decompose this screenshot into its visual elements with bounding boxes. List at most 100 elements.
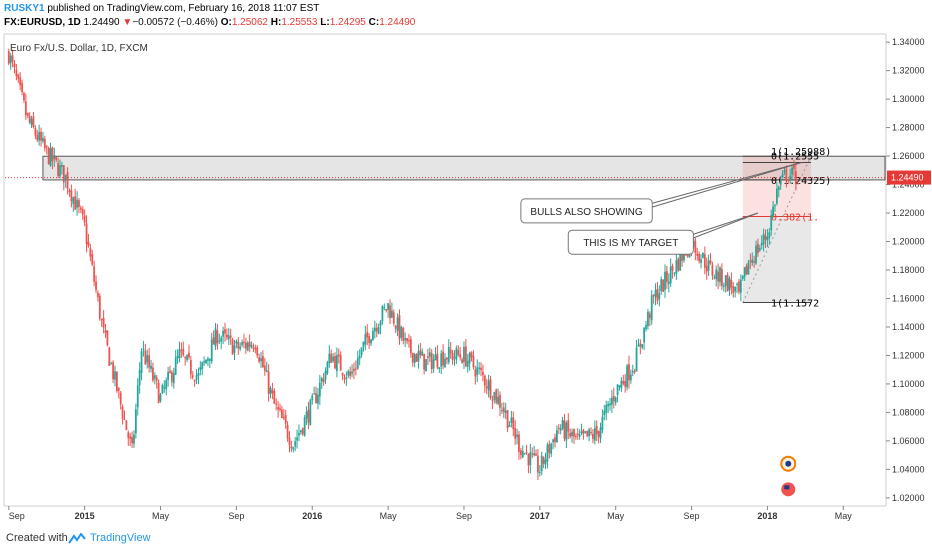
candle-body: [324, 371, 327, 380]
candle-body: [260, 358, 262, 362]
candle-body: [117, 388, 120, 391]
candle-body: [387, 303, 390, 310]
candle-body: [256, 347, 259, 356]
candle-body: [134, 409, 137, 434]
candle-body: [100, 319, 103, 321]
tradingview-logo-icon[interactable]: [68, 532, 86, 550]
candle-body: [203, 361, 206, 363]
candle-body: [677, 258, 680, 271]
y-tick-label: 1.22000: [892, 208, 925, 218]
candle-body: [337, 354, 340, 357]
y-tick-label: 1.28000: [892, 123, 925, 133]
candle-body: [482, 372, 484, 376]
price-chart[interactable]: 1(1.25988)0(1.2555 0(1.24325) 0.382(1. 1(1.…: [0, 32, 932, 526]
candle-body: [741, 275, 744, 279]
high-value: 1.25553: [281, 17, 318, 28]
candle-body: [55, 156, 58, 161]
candle-body: [150, 365, 152, 369]
symbol-label[interactable]: FX:EURUSD, 1D: [4, 17, 81, 28]
candle-body: [372, 330, 374, 341]
candle-body: [739, 279, 742, 293]
candle-body: [294, 441, 297, 447]
candle-body: [588, 429, 591, 437]
author-link[interactable]: RUSKY1: [4, 3, 45, 14]
candle-body: [565, 422, 568, 441]
candle-body: [119, 392, 122, 405]
y-tick-label: 1.10000: [892, 379, 925, 389]
candle-body: [280, 409, 283, 419]
candle-body: [722, 285, 725, 288]
x-tick-label: May: [152, 511, 170, 521]
candle-body: [85, 223, 88, 244]
x-tick-label: May: [380, 511, 398, 521]
candle-body: [98, 295, 101, 319]
resistance-zone: [42, 155, 886, 181]
candle-body: [794, 171, 797, 185]
candle-body: [273, 390, 276, 404]
candle-body: [500, 409, 503, 411]
candle-body: [47, 147, 50, 165]
candle-body: [176, 355, 179, 359]
candle-body: [201, 362, 204, 370]
callout-box: [567, 229, 694, 255]
candle-body: [590, 432, 592, 434]
candle-body: [244, 342, 247, 349]
candle-body: [597, 431, 600, 437]
candle-body: [408, 340, 410, 342]
candle-body: [533, 453, 536, 456]
candle-body: [140, 351, 143, 373]
candle-body: [548, 444, 551, 453]
candle-body: [665, 270, 668, 282]
candle-body: [628, 364, 630, 381]
candle-body: [233, 345, 236, 353]
candle-body: [127, 432, 130, 439]
candle-body: [362, 341, 365, 348]
y-tick-label: 1.02000: [892, 493, 925, 503]
candle-body: [451, 352, 454, 361]
candle-body: [478, 367, 481, 369]
candle-body: [146, 355, 149, 363]
y-axis-panel: [886, 32, 932, 526]
candle-body: [184, 357, 187, 359]
candle-body: [370, 339, 372, 344]
candle-body: [163, 387, 166, 389]
candle-body: [43, 138, 46, 149]
created-with-label: Created with: [6, 532, 68, 544]
candle-body: [645, 324, 647, 330]
candle-body: [159, 394, 162, 401]
candle-body: [576, 433, 579, 435]
candle-body: [791, 167, 793, 175]
candle-body: [409, 339, 412, 354]
candle-body: [730, 280, 733, 288]
y-tick-label: 1.34000: [892, 37, 925, 47]
candle-body: [59, 165, 61, 177]
candle-body: [432, 359, 435, 369]
candle-body: [15, 69, 18, 77]
candle-body: [174, 357, 177, 375]
candle-body: [265, 370, 268, 372]
candle-body: [618, 385, 621, 387]
candle-body: [330, 353, 333, 363]
candle-body: [557, 427, 560, 429]
candle-body: [275, 403, 278, 405]
tradingview-link[interactable]: TradingView: [90, 532, 151, 544]
candle-body: [78, 200, 80, 208]
candle-body: [172, 373, 175, 384]
candle-body: [60, 164, 63, 167]
candle-body: [614, 397, 617, 403]
candle-body: [709, 260, 712, 264]
candle-body: [601, 416, 604, 430]
candle-body: [152, 367, 154, 381]
candle-body: [108, 347, 111, 366]
candle-body: [648, 313, 651, 318]
footer: Created with TradingView: [0, 526, 932, 550]
candle-body: [97, 292, 99, 298]
candle-body: [525, 452, 528, 454]
candle-body: [182, 348, 185, 356]
candle-body: [480, 367, 482, 371]
candle-body: [153, 375, 156, 379]
y-tick-label: 1.30000: [892, 94, 925, 104]
y-tick-label: 1.04000: [892, 464, 925, 474]
candle-body: [106, 330, 109, 346]
candle-body: [237, 341, 240, 349]
